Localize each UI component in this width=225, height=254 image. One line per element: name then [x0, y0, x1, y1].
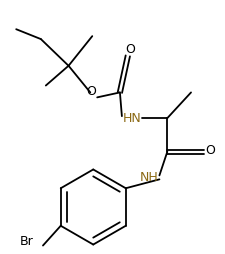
- Text: O: O: [86, 85, 96, 98]
- Text: HN: HN: [122, 112, 141, 125]
- Text: NH: NH: [140, 171, 158, 184]
- Text: O: O: [204, 144, 214, 157]
- Text: O: O: [124, 43, 134, 56]
- Text: Br: Br: [20, 235, 34, 248]
